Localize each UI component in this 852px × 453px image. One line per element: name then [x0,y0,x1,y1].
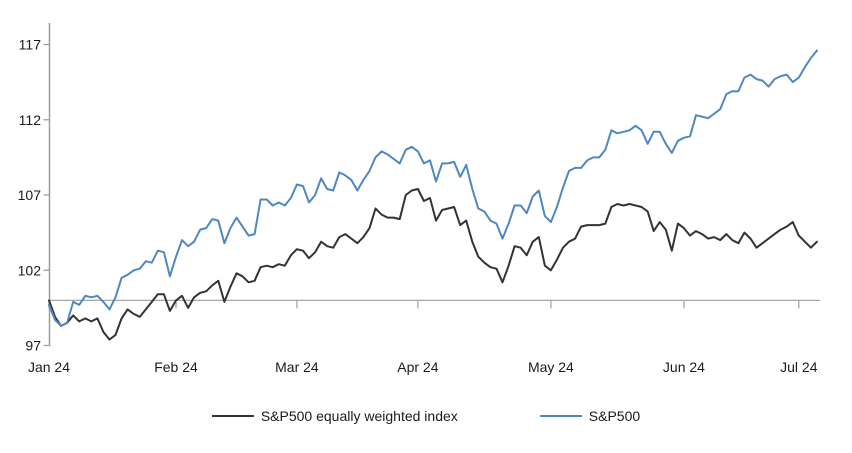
legend-item-equal-weight: S&P500 equally weighted index [211,408,458,424]
chart-legend: S&P500 equally weighted index S&P500 [0,408,852,424]
x-tick-label: Feb 24 [154,359,198,375]
y-tick-label: 107 [18,187,42,203]
x-tick-label: Jun 24 [663,359,705,375]
sp500-line-swatch [539,415,582,417]
x-tick-label: Jan 24 [28,359,70,375]
x-tick-label: Apr 24 [397,359,438,375]
y-tick-label: 112 [19,112,42,128]
equal-weight-line [48,188,818,341]
legend-label-equal-weight: S&P500 equally weighted index [260,408,458,424]
x-tick-label: May 24 [528,359,574,375]
y-tick-label: 102 [18,262,42,278]
equal-weight-line-swatch [211,415,254,417]
y-tick-label: 97 [25,338,41,354]
legend-label-sp500: S&P500 [588,408,641,424]
sp500-line [48,49,818,327]
x-tick-label: Jul 24 [780,359,818,375]
x-tick-label: Mar 24 [275,359,319,375]
y-tick-label: 117 [19,37,42,53]
legend-item-sp500: S&P500 [539,408,641,424]
